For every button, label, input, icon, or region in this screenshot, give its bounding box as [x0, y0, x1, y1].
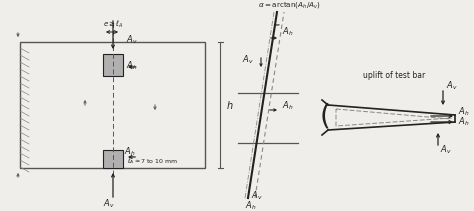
- Text: $A_h$: $A_h$: [126, 59, 137, 72]
- Bar: [20, 42, 205, 168]
- Bar: [103, 150, 123, 168]
- Bar: [103, 54, 123, 76]
- Text: $A_h$: $A_h$: [282, 26, 293, 38]
- Text: $A_h$: $A_h$: [282, 99, 293, 111]
- Text: $h$: $h$: [226, 99, 234, 111]
- Text: $A_v$: $A_v$: [440, 143, 452, 156]
- Text: $A_v$: $A_v$: [126, 34, 138, 46]
- Text: $A_v$: $A_v$: [242, 53, 254, 65]
- Text: $A_h$: $A_h$: [458, 115, 470, 127]
- Text: $\alpha = \arctan(A_h/A_v)$: $\alpha = \arctan(A_h/A_v)$: [258, 0, 321, 9]
- Text: $A_h$: $A_h$: [124, 146, 136, 158]
- Text: $A_v$: $A_v$: [251, 189, 263, 202]
- Text: $A_h$: $A_h$: [245, 199, 256, 211]
- Text: uplift of test bar: uplift of test bar: [363, 71, 425, 80]
- Text: $\ell_A \approx 7$ to 10 mm: $\ell_A \approx 7$ to 10 mm: [127, 156, 178, 166]
- Text: $A_v$: $A_v$: [446, 79, 458, 92]
- Text: $e \geq \ell_A$: $e \geq \ell_A$: [103, 18, 124, 30]
- Text: $A_h$: $A_h$: [458, 105, 470, 118]
- Text: $A_v$: $A_v$: [103, 198, 115, 211]
- Text: (: (: [320, 103, 331, 131]
